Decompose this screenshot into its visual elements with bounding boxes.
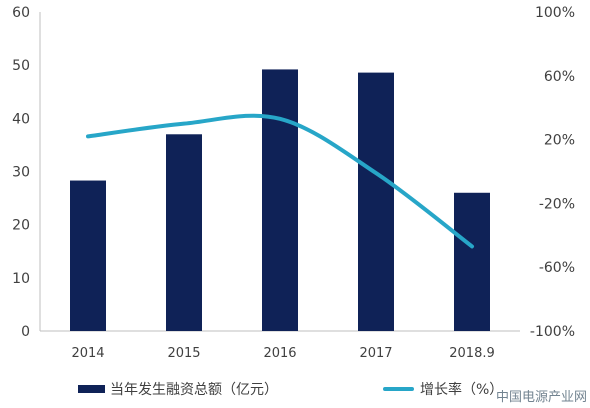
right-tick-labels: -100% -60% -20% 20% 60% 100%	[530, 5, 575, 340]
x-tick-label: 2018.9	[449, 346, 495, 361]
right-tick-label: 100%	[535, 5, 575, 21]
bar-series	[70, 69, 490, 332]
left-tick-label: 10	[12, 271, 30, 287]
bar	[70, 180, 106, 331]
x-tick-labels: 2014 2015 2016 2017 2018.9	[71, 346, 494, 361]
x-tick-label: 2016	[263, 346, 296, 361]
x-tick-label: 2017	[359, 346, 392, 361]
watermark: 中国电源产业网	[496, 390, 587, 405]
bar	[262, 69, 298, 332]
left-tick-label: 0	[21, 324, 30, 340]
right-tick-label: 20%	[544, 133, 575, 149]
right-tick-label: -20%	[539, 196, 575, 212]
left-tick-labels: 0 10 20 30 40 50 60	[12, 5, 30, 340]
growth-rate-line	[86, 113, 474, 249]
bar	[454, 192, 490, 331]
x-tick-label: 2015	[167, 346, 200, 361]
left-tick-label: 30	[12, 165, 30, 181]
bar	[358, 72, 394, 332]
right-tick-label: 60%	[544, 69, 575, 85]
x-tick-label: 2014	[71, 346, 104, 361]
right-tick-label: -100%	[530, 324, 575, 340]
left-tick-label: 20	[12, 218, 30, 234]
left-tick-label: 40	[12, 111, 30, 127]
legend-bar-label: 当年发生融资总额（亿元）	[110, 382, 278, 398]
legend-bar-swatch	[78, 385, 105, 393]
left-tick-label: 60	[12, 5, 30, 21]
bar	[166, 134, 202, 331]
legend-line-label: 增长率（%）	[420, 381, 503, 398]
right-tick-label: -60%	[539, 260, 575, 276]
left-tick-label: 50	[12, 58, 30, 74]
legend: 当年发生融资总额（亿元） 增长率（%）	[78, 381, 503, 398]
line-series	[86, 113, 474, 249]
